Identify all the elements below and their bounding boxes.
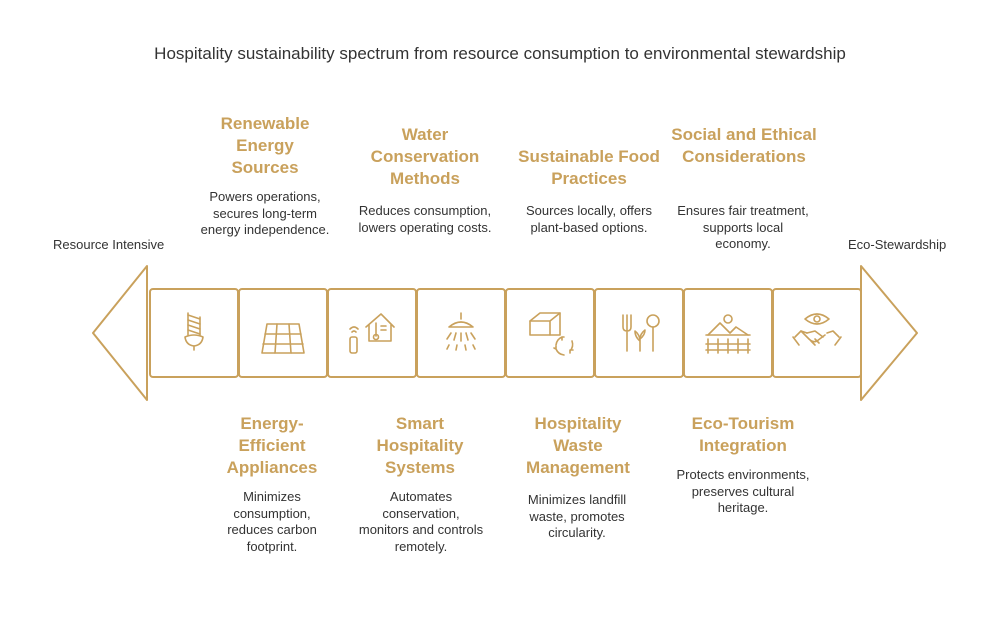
left-end-label: Resource Intensive xyxy=(53,237,165,252)
heading-eco-tourism: Eco-Tourism Integration xyxy=(691,414,795,455)
heading-smart-hospitality: Smart Hospitality Systems xyxy=(376,414,464,477)
box-energy-efficient xyxy=(149,288,239,378)
desc-water-conservation: Reduces consumption, lowers operating co… xyxy=(358,203,492,235)
heading-social-ethical: Social and Ethical Considerations xyxy=(671,125,817,166)
right-end-label: Eco-Stewardship xyxy=(848,237,947,252)
shower-icon xyxy=(446,312,476,351)
desc-renewable-energy: Powers operations, secures long-term ene… xyxy=(200,189,330,237)
landscape-fence-icon xyxy=(705,314,751,354)
right-arrowhead xyxy=(860,265,918,401)
solar-panel-icon xyxy=(261,323,305,354)
recycle-box-icon xyxy=(529,312,574,356)
box-eco-tourism xyxy=(683,288,773,378)
light-bulb-icon xyxy=(184,312,204,351)
heading-sustainable-food: Sustainable Food Practices xyxy=(518,147,660,188)
desc-sustainable-food: Sources locally, offers plant-based opti… xyxy=(526,203,652,235)
fork-leaf-icon xyxy=(622,314,660,352)
desc-smart-hospitality: Automates conservation, monitors and con… xyxy=(358,489,484,554)
box-sustainable-food xyxy=(594,288,684,378)
desc-waste-management: Minimizes landfill waste, promotes circu… xyxy=(527,492,627,540)
desc-eco-tourism: Protects environments, preserves cultura… xyxy=(676,467,810,515)
box-smart-hospitality xyxy=(327,288,417,378)
box-renewable-energy xyxy=(238,288,328,378)
desc-social-ethical: Ensures fair treatment, supports local e… xyxy=(677,203,809,251)
desc-energy-efficient: Minimizes consumption, reduces carbon fo… xyxy=(227,489,317,554)
handshake-eye-icon xyxy=(792,313,842,346)
smart-home-icon xyxy=(349,313,395,354)
diagram-title: Hospitality sustainability spectrum from… xyxy=(154,44,846,63)
heading-renewable-energy: Renewable Energy Sources xyxy=(220,114,310,177)
heading-energy-efficient: Energy-Efficient Appliances xyxy=(226,414,318,477)
heading-water-conservation: Water Conservation Methods xyxy=(370,125,480,188)
heading-waste-management: Hospitality Waste Management xyxy=(526,414,630,477)
left-arrowhead xyxy=(92,265,148,401)
